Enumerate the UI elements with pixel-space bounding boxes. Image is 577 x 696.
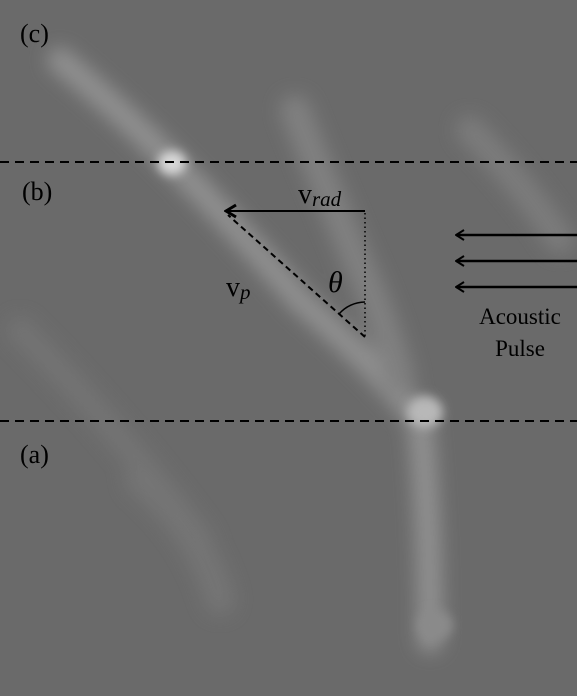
pulse-label: Pulse xyxy=(495,336,545,361)
page: {"panels": [{"label": "(c)"}, {"label": … xyxy=(0,0,577,696)
spot xyxy=(417,610,453,640)
panel-label: (b) xyxy=(22,177,52,206)
symbol: v xyxy=(298,179,312,210)
spot xyxy=(407,396,443,428)
panel-label: (c) xyxy=(20,19,49,48)
pulse-label: Acoustic xyxy=(479,304,561,329)
subscript: p xyxy=(238,280,251,304)
figure: (c) (b) (a) vrad vp θ Acoustic Pulse xyxy=(0,0,577,696)
subscript: rad xyxy=(312,187,342,211)
panel-label: (a) xyxy=(20,440,49,469)
symbol: v xyxy=(226,272,240,303)
angle-label: θ xyxy=(328,266,343,299)
